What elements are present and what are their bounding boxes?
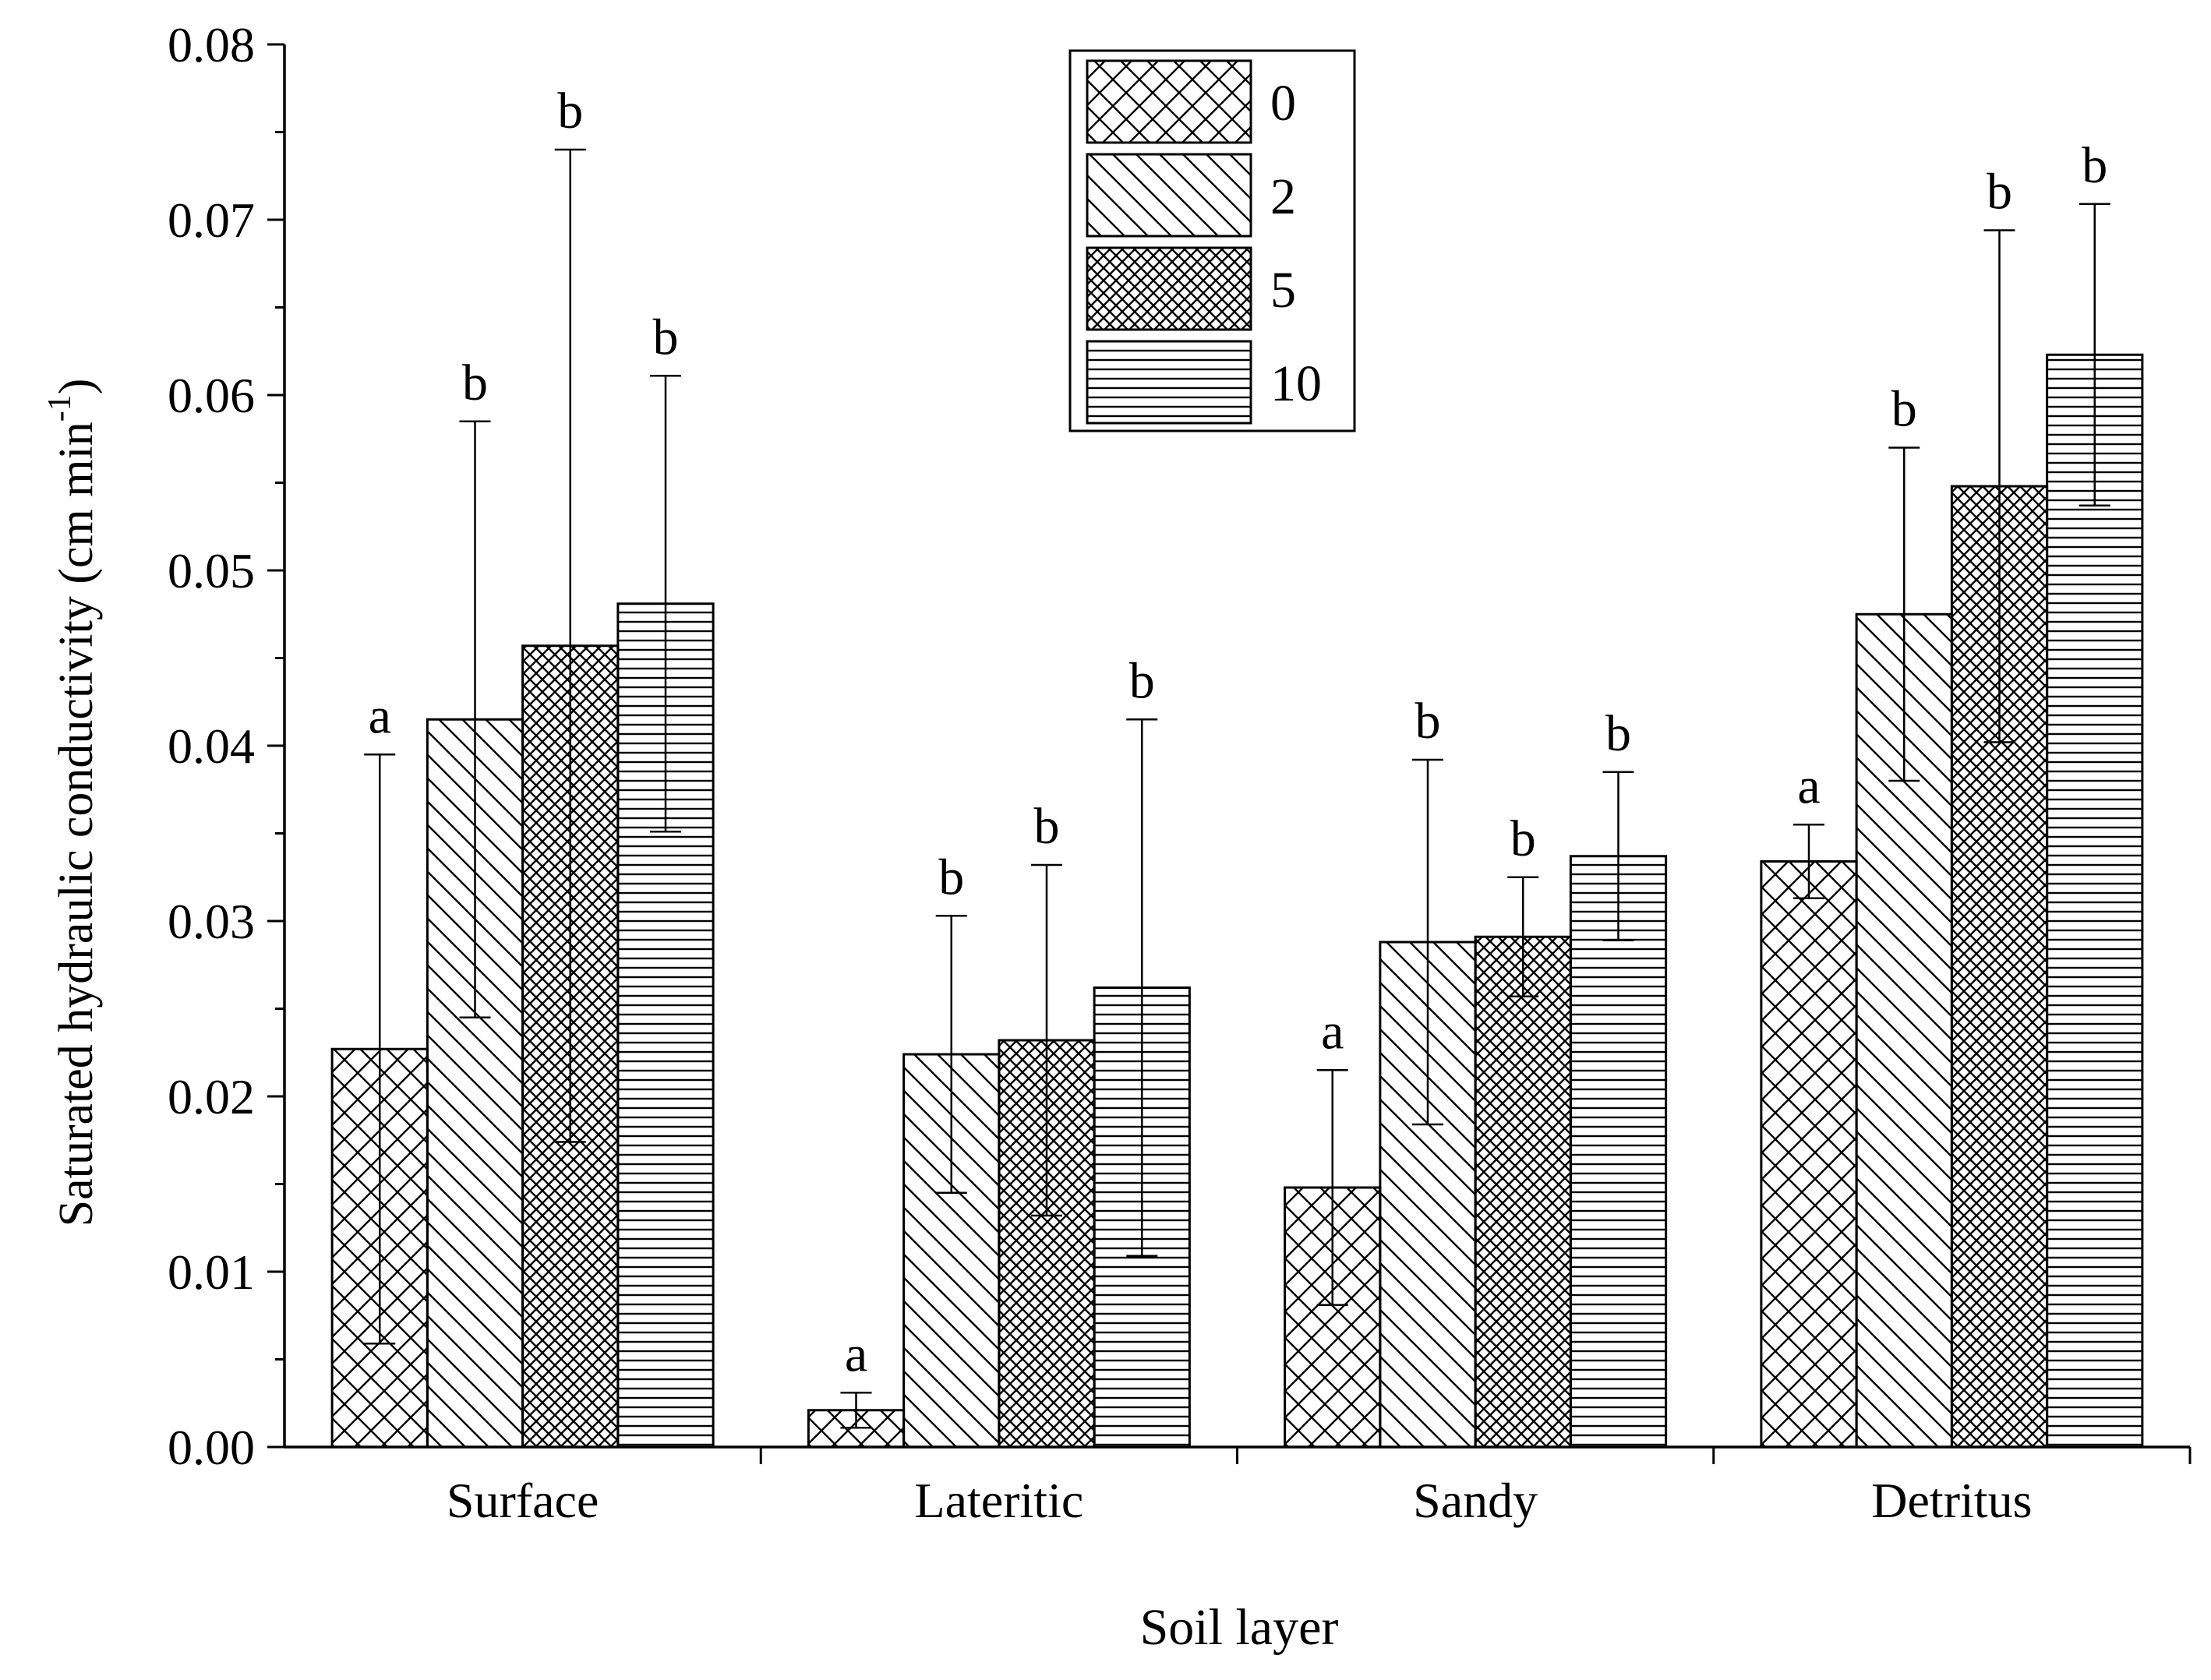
significance-label: b xyxy=(557,83,583,139)
x-axis-label: Soil layer xyxy=(1140,1599,1339,1656)
y-axis-label-exponent: -1 xyxy=(42,394,78,422)
legend-label: 2 xyxy=(1270,168,1296,225)
legend-swatch xyxy=(1086,246,1252,331)
x-tick-label: Lateritic xyxy=(915,1473,1084,1528)
y-tick-label: 0.04 xyxy=(168,718,255,774)
bar xyxy=(2046,353,2144,1449)
bar xyxy=(1760,860,1858,1449)
legend: 0 2 5 10 xyxy=(1068,49,1356,432)
significance-label: a xyxy=(1321,1003,1344,1060)
y-tick-label: 0.06 xyxy=(168,368,255,423)
x-tick-label: Surface xyxy=(447,1473,599,1528)
bar xyxy=(1474,935,1572,1449)
legend-swatch xyxy=(1086,153,1252,238)
significance-label: a xyxy=(369,687,391,744)
x-tick-label: Sandy xyxy=(1413,1473,1538,1528)
y-tick-label: 0.08 xyxy=(168,17,255,72)
y-axis-label-close: ) xyxy=(50,379,103,395)
y-tick-label: 0.02 xyxy=(168,1069,255,1124)
significance-label: b xyxy=(1510,810,1536,867)
y-tick-label: 0.07 xyxy=(168,192,255,248)
significance-label: b xyxy=(1129,652,1155,709)
significance-label: b xyxy=(462,355,488,411)
significance-label: b xyxy=(938,849,964,905)
legend-label: 5 xyxy=(1270,262,1296,319)
legend-label: 0 xyxy=(1270,75,1296,132)
significance-label: a xyxy=(845,1325,867,1382)
y-tick-label: 0.05 xyxy=(168,543,255,598)
significance-label: b xyxy=(1891,381,1917,438)
x-tick-label: Detritus xyxy=(1871,1473,2032,1528)
significance-label: b xyxy=(1987,164,2012,221)
significance-label: b xyxy=(1415,693,1441,750)
significance-label: a xyxy=(1797,757,1820,814)
y-tick-label: 0.03 xyxy=(168,894,255,949)
y-axis-label-main: Saturated hydraulic conductivity (cm min xyxy=(50,422,103,1226)
legend-label: 10 xyxy=(1270,355,1322,412)
bar xyxy=(1569,855,1668,1449)
significance-label: b xyxy=(1034,798,1060,855)
significance-label: b xyxy=(1605,705,1631,762)
legend-swatch xyxy=(1086,59,1252,144)
significance-label: b xyxy=(653,309,679,365)
y-tick-label: 0.01 xyxy=(168,1244,255,1300)
y-axis-label: Saturated hydraulic conductivity (cm min… xyxy=(42,379,103,1227)
y-tick-label: 0.00 xyxy=(168,1420,255,1475)
legend-swatch xyxy=(1086,340,1252,425)
significance-label: b xyxy=(2082,137,2107,194)
